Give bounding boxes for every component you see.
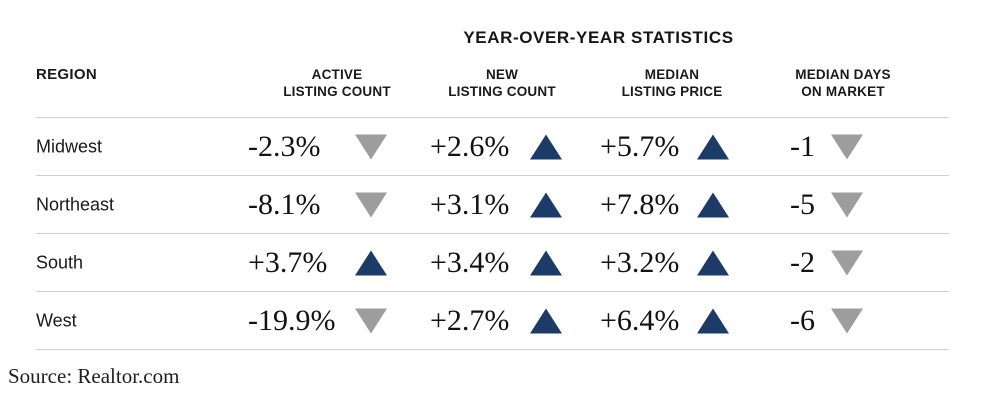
column-header-line: LISTING COUNT — [283, 84, 391, 99]
column-header-line: LISTING COUNT — [448, 84, 556, 99]
trend-down-icon — [355, 308, 387, 333]
trend-down-icon — [831, 250, 863, 275]
region-label: South — [36, 252, 84, 272]
column-header-line: LISTING PRICE — [621, 84, 723, 99]
cell-value: +2.7% — [430, 303, 510, 337]
trend-up-icon — [697, 134, 729, 159]
region-label: West — [36, 310, 77, 330]
cell-value: -6 — [790, 303, 815, 337]
trend-up-icon — [697, 250, 729, 275]
table-row: Northeast -8.1% +3.1% +7.8% -5 — [36, 176, 949, 234]
column-header-line: NEW — [485, 67, 519, 82]
trend-up-icon — [697, 308, 729, 333]
cell-value: +3.7% — [248, 245, 328, 279]
cell-value: -2 — [790, 245, 815, 279]
cell-value: +3.2% — [600, 245, 680, 279]
column-header-active-listing-count: ACTIVE LISTING COUNT — [237, 66, 437, 100]
trend-up-icon — [355, 250, 387, 275]
cell-value: +7.8% — [600, 187, 680, 221]
table-row: Midwest -2.3% +2.6% +5.7% -1 — [36, 118, 949, 176]
trend-down-icon — [831, 192, 863, 217]
column-header-line: ACTIVE — [311, 67, 363, 82]
trend-down-icon — [355, 192, 387, 217]
cell-value: -2.3% — [248, 129, 321, 163]
column-header-line: MEDIAN — [644, 67, 700, 82]
trend-down-icon — [831, 308, 863, 333]
trend-up-icon — [697, 192, 729, 217]
region-label: Midwest — [36, 136, 103, 156]
statistics-table: REGION ACTIVE LISTING COUNT NEW LISTING … — [36, 55, 949, 350]
table-row: South +3.7% +3.4% +3.2% -2 — [36, 234, 949, 292]
column-header-new-listing-count: NEW LISTING COUNT — [402, 66, 602, 100]
trend-up-icon — [530, 134, 562, 159]
column-header-median-days-on-market: MEDIAN DAYS ON MARKET — [743, 66, 943, 100]
table-header-row: REGION ACTIVE LISTING COUNT NEW LISTING … — [36, 55, 949, 118]
cell-value: -5 — [790, 187, 815, 221]
column-header-line: MEDIAN DAYS — [795, 67, 891, 82]
cell-value: -8.1% — [248, 187, 321, 221]
cell-value: +2.6% — [430, 129, 510, 163]
cell-value: +5.7% — [600, 129, 680, 163]
trend-up-icon — [530, 250, 562, 275]
column-header-line: ON MARKET — [801, 84, 885, 99]
cell-value: -1 — [790, 129, 815, 163]
table-row: West -19.9% +2.7% +6.4% -6 — [36, 292, 949, 350]
cell-value: +3.4% — [430, 245, 510, 279]
trend-up-icon — [530, 192, 562, 217]
cell-value: +6.4% — [600, 303, 680, 337]
trend-down-icon — [355, 134, 387, 159]
region-label: Northeast — [36, 194, 115, 214]
column-header-region: REGION — [36, 66, 97, 83]
trend-down-icon — [831, 134, 863, 159]
column-header-median-listing-price: MEDIAN LISTING PRICE — [572, 66, 772, 100]
source-attribution: Source: Realtor.com — [8, 364, 180, 388]
cell-value: -19.9% — [248, 303, 336, 337]
cell-value: +3.1% — [430, 187, 510, 221]
trend-up-icon — [530, 308, 562, 333]
page-title: YEAR-OVER-YEAR STATISTICS — [463, 28, 734, 47]
